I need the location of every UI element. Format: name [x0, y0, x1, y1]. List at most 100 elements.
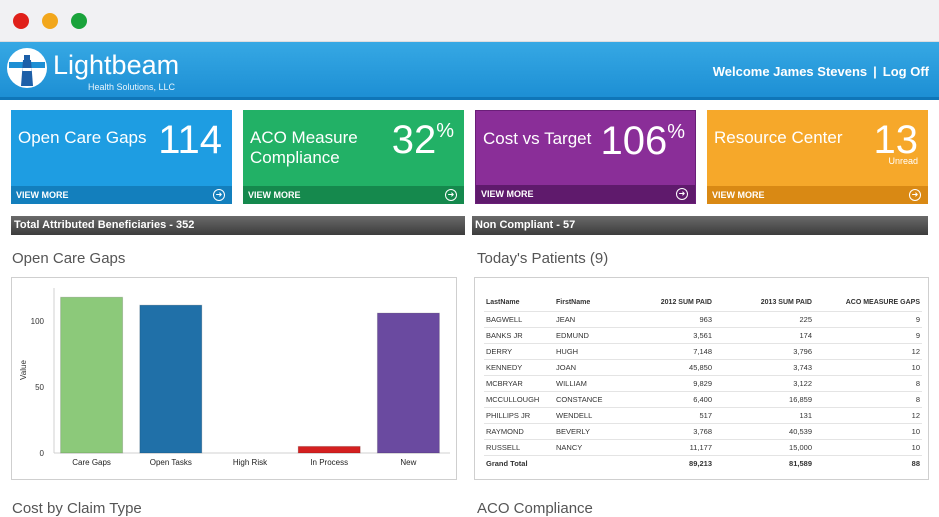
tile-value: 106% — [600, 119, 685, 163]
table-cell: KENNEDY — [484, 358, 554, 375]
tile-value: 114 — [158, 118, 222, 162]
bar — [60, 296, 124, 454]
x-tick-label: Care Gaps — [72, 458, 111, 467]
cost-by-claim-title: Cost by Claim Type — [12, 500, 142, 517]
table-cell: 3,122 — [714, 374, 814, 391]
y-tick-label: 100 — [31, 317, 45, 326]
table-cell: 963 — [634, 310, 714, 327]
table-row[interactable]: KENNEDY JOAN 45,850 3,743 10 — [484, 358, 922, 375]
table-row[interactable]: PHILLIPS JR WENDELL 517 131 12 — [484, 406, 922, 423]
table-cell: NANCY — [554, 438, 634, 455]
tile-label: Resource Center — [714, 128, 843, 147]
brand-subtitle: Health Solutions, LLC — [88, 82, 176, 92]
tile-value: 32% — [391, 118, 454, 162]
tile-cost-vs-target[interactable]: Cost vs Target 106% VIEW MORE ➜ — [475, 110, 696, 204]
table-cell: 3,768 — [634, 422, 714, 439]
grand-total-row: Grand Total 89,213 81,589 88 — [484, 454, 922, 471]
table-cell: 88 — [814, 454, 922, 471]
table-cell: WENDELL — [554, 406, 634, 423]
view-more-link[interactable]: VIEW MORE — [16, 190, 69, 200]
tile-resource-center[interactable]: Resource Center 13 Unread VIEW MORE ➜ — [707, 110, 928, 204]
column-header[interactable]: LastName — [486, 299, 520, 307]
logoff-link[interactable]: Log Off — [882, 64, 929, 79]
table-cell: BANKS JR — [484, 326, 554, 343]
x-tick-label: High Risk — [233, 458, 268, 467]
tile-aco-measure-compliance[interactable]: ACO Measure Compliance 32% VIEW MORE ➜ — [243, 110, 464, 204]
tile-label: Open Care Gaps — [18, 128, 147, 147]
aco-compliance-title: ACO Compliance — [477, 500, 593, 517]
column-header[interactable]: FirstName — [556, 299, 591, 307]
brand-name: Lightbeam — [53, 50, 180, 80]
table-cell: 3,561 — [634, 326, 714, 343]
window-titlebar — [0, 0, 939, 42]
x-tick-label: Open Tasks — [150, 458, 192, 467]
view-more-link[interactable]: VIEW MORE — [712, 190, 765, 200]
table-cell: 225 — [714, 310, 814, 327]
table-cell: 517 — [634, 406, 714, 423]
table-row[interactable]: RAYMOND BEVERLY 3,768 40,539 10 — [484, 422, 922, 439]
table-cell: 6,400 — [634, 390, 714, 407]
view-more-link[interactable]: VIEW MORE — [248, 190, 301, 200]
arrow-right-icon[interactable]: ➜ — [213, 189, 225, 201]
table-cell: JOAN — [554, 358, 634, 375]
open-care-gaps-chart: 0 50 100 Value Care Gaps Open Tasks High Risk I… — [19, 288, 450, 467]
table-cell: DERRY — [484, 342, 554, 359]
arrow-right-icon[interactable]: ➜ — [445, 189, 457, 201]
table-cell: 9 — [814, 310, 922, 327]
y-axis-label: Value — [19, 360, 28, 380]
table-row[interactable]: DERRY HUGH 7,148 3,796 12 — [484, 342, 922, 359]
table-row[interactable]: RUSSELL NANCY 11,177 15,000 10 — [484, 438, 922, 455]
x-tick-label: New — [400, 458, 416, 467]
column-header[interactable]: ACO MEASURE GAPS — [845, 299, 920, 307]
beneficiaries-summary-bar: Total Attributed Beneficiaries - 352 — [11, 216, 465, 235]
arrow-right-icon[interactable]: ➜ — [676, 188, 688, 200]
table-cell: WILLIAM — [554, 374, 634, 391]
table-cell: HUGH — [554, 342, 634, 359]
view-more-link[interactable]: VIEW MORE — [481, 189, 534, 199]
column-header[interactable]: 2012 SUM PAID — [660, 299, 712, 307]
table-row[interactable]: MCCULLOUGH CONSTANCE 6,400 16,859 8 — [484, 390, 922, 407]
table-cell: JEAN — [554, 310, 634, 327]
close-window-button[interactable] — [13, 13, 29, 29]
patients-table: LastName FirstName 2012 SUM PAID 2013 SU… — [484, 295, 922, 471]
table-row[interactable]: MCBRYAR WILLIAM 9,829 3,122 8 — [484, 374, 922, 391]
table-cell: RAYMOND — [484, 422, 554, 439]
column-header[interactable]: 2013 SUM PAID — [760, 299, 812, 307]
table-cell: 10 — [814, 358, 922, 375]
tile-label: Cost vs Target — [483, 129, 592, 148]
header-separator: | — [873, 64, 877, 79]
table-row[interactable]: BANKS JR EDMUND 3,561 174 9 — [484, 326, 922, 343]
table-cell: 10 — [814, 422, 922, 439]
table-row[interactable]: BAGWELL JEAN 963 225 9 — [484, 310, 922, 327]
arrow-right-icon[interactable]: ➜ — [909, 189, 921, 201]
table-cell: MCCULLOUGH — [484, 390, 554, 407]
view-more-bar[interactable]: VIEW MORE ➜ — [11, 186, 232, 204]
unread-label: Unread — [888, 156, 918, 166]
table-cell: 3,743 — [714, 358, 814, 375]
open-care-gaps-chart-panel: 0 50 100 Value Care Gaps Open Tasks High Risk I… — [11, 277, 457, 480]
table-cell: MCBRYAR — [484, 374, 554, 391]
table-cell: EDMUND — [554, 326, 634, 343]
lighthouse-icon — [7, 48, 47, 88]
table-cell: RUSSELL — [484, 438, 554, 455]
view-more-bar[interactable]: VIEW MORE ➜ — [707, 186, 928, 204]
table-cell — [554, 454, 634, 471]
table-cell: 81,589 — [714, 454, 814, 471]
table-cell: 9 — [814, 326, 922, 343]
table-cell: 11,177 — [634, 438, 714, 455]
table-cell: 89,213 — [634, 454, 714, 471]
table-cell: 7,148 — [634, 342, 714, 359]
table-cell: Grand Total — [484, 454, 554, 471]
y-tick-label: 0 — [40, 449, 45, 458]
table-cell: 8 — [814, 390, 922, 407]
table-cell: BEVERLY — [554, 422, 634, 439]
table-cell: PHILLIPS JR — [484, 406, 554, 423]
todays-patients-panel: LastName FirstName 2012 SUM PAID 2013 SU… — [474, 277, 929, 480]
view-more-bar[interactable]: VIEW MORE ➜ — [243, 186, 464, 204]
minimize-window-button[interactable] — [42, 13, 58, 29]
table-cell: 9,829 — [634, 374, 714, 391]
view-more-bar[interactable]: VIEW MORE ➜ — [476, 185, 695, 203]
tile-open-care-gaps[interactable]: Open Care Gaps 114 VIEW MORE ➜ — [11, 110, 232, 204]
maximize-window-button[interactable] — [71, 13, 87, 29]
table-cell: 40,539 — [714, 422, 814, 439]
